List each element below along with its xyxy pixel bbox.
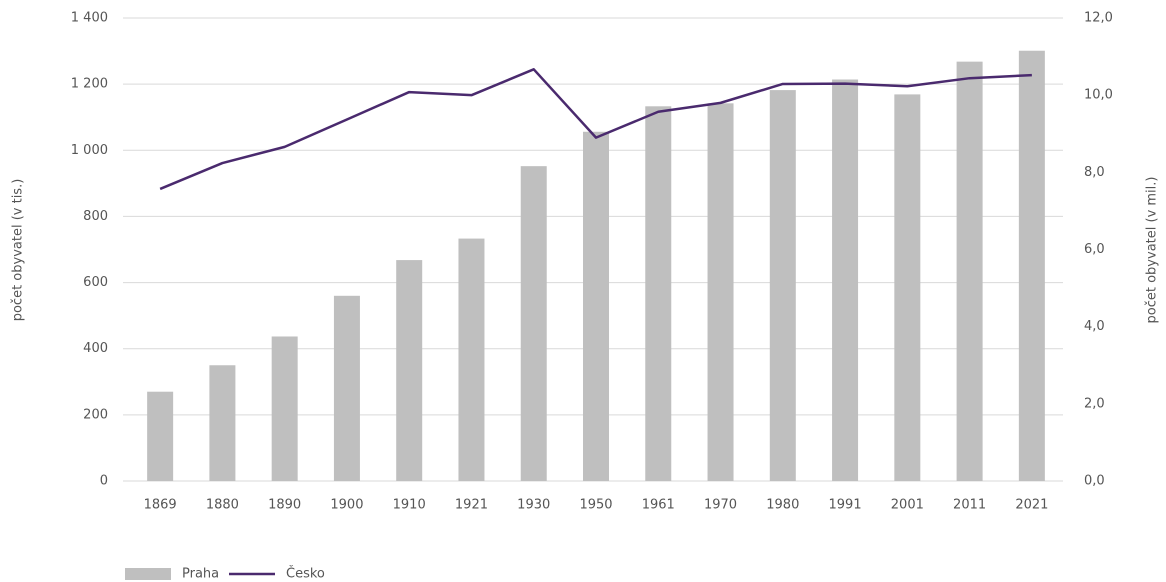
y-tick-label: 800 — [83, 209, 108, 224]
bar — [209, 365, 236, 481]
y2-axis-label: počet obyvatel (v mil.) — [1145, 177, 1160, 324]
x-tick-label: 2021 — [1015, 498, 1048, 513]
bar — [458, 238, 485, 481]
legend-label: Praha — [182, 567, 219, 582]
x-tick-label: 2011 — [953, 498, 986, 513]
bar — [271, 336, 298, 481]
y2-tick-label: 6,0 — [1084, 242, 1105, 257]
bar — [894, 94, 921, 482]
bar — [396, 260, 423, 481]
x-tick-label: 1890 — [268, 498, 301, 513]
x-tick-label: 1910 — [393, 498, 426, 513]
bar — [645, 106, 672, 481]
bar — [769, 90, 796, 482]
x-tick-label: 1980 — [766, 498, 799, 513]
y-tick-label: 1 400 — [71, 11, 108, 26]
y-tick-label: 0 — [100, 474, 108, 489]
x-tick-label: 1869 — [144, 498, 177, 513]
x-tick-label: 1970 — [704, 498, 737, 513]
x-tick-label: 1950 — [579, 498, 612, 513]
y-tick-label: 200 — [83, 407, 108, 422]
x-tick-label: 1991 — [829, 498, 862, 513]
bar — [707, 103, 734, 482]
y2-tick-label: 4,0 — [1084, 319, 1105, 334]
y2-tick-label: 8,0 — [1084, 165, 1105, 180]
y-tick-label: 1 200 — [71, 77, 108, 92]
x-tick-label: 1921 — [455, 498, 488, 513]
bar — [520, 166, 547, 481]
bar — [333, 295, 360, 481]
bar — [1018, 50, 1045, 481]
y-tick-label: 400 — [83, 341, 108, 356]
x-tick-label: 2001 — [891, 498, 924, 513]
bar — [832, 79, 859, 482]
y-tick-label: 600 — [83, 275, 108, 290]
x-tick-label: 1930 — [517, 498, 550, 513]
line — [159, 68, 1032, 191]
bar — [147, 391, 174, 481]
x-tick-label: 1880 — [206, 498, 239, 513]
bar — [956, 61, 983, 481]
y2-tick-label: 2,0 — [1084, 396, 1105, 411]
legend-swatch — [125, 568, 171, 580]
legend-label: Česko — [286, 566, 325, 582]
x-tick-label: 1961 — [642, 498, 675, 513]
x-tick-label: 1900 — [330, 498, 363, 513]
bar — [583, 131, 609, 481]
y2-tick-label: 0,0 — [1084, 474, 1105, 489]
y-tick-label: 1 000 — [71, 143, 108, 158]
y2-tick-label: 12,0 — [1084, 11, 1113, 26]
y2-tick-label: 10,0 — [1084, 88, 1113, 103]
y-axis-label: počet obyvatel (v tis.) — [11, 179, 26, 322]
